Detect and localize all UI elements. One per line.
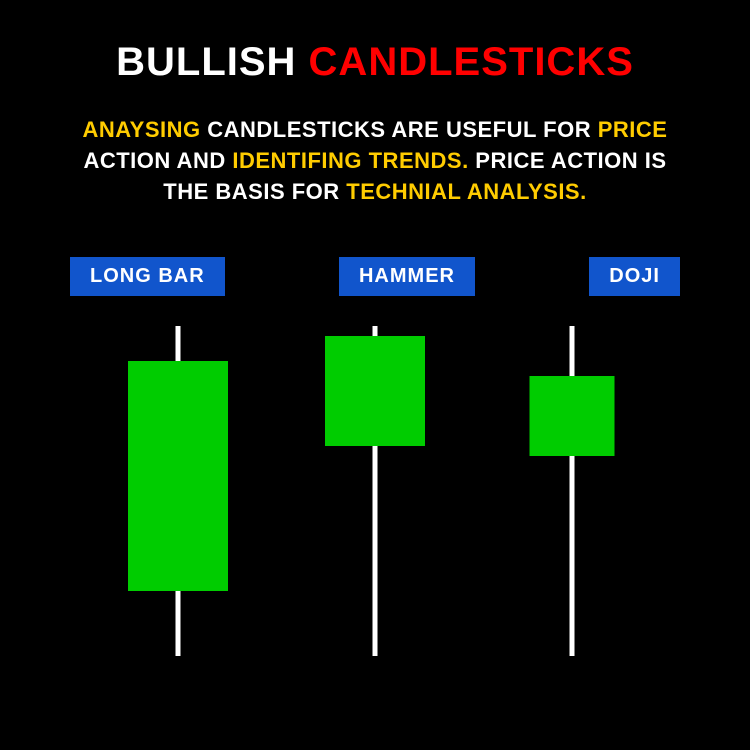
candlestick (300, 316, 450, 696)
candlestick (103, 316, 253, 696)
subtitle-part: ACTION AND (83, 148, 232, 173)
main-title: BULLISH CANDLESTICKS (50, 40, 700, 85)
labels-row: LONG BAR HAMMER DOJI (50, 257, 700, 296)
candle-label: DOJI (589, 257, 680, 296)
subtitle-part: PRICE (598, 117, 668, 142)
candle-label: HAMMER (339, 257, 475, 296)
subtitle-part: IDENTIFING TRENDS. (232, 148, 468, 173)
title-part: BULLISH (116, 40, 308, 84)
subtitle-part: ANAYSING (83, 117, 201, 142)
candlestick (497, 316, 647, 696)
subtitle-text: ANAYSING CANDLESTICKS ARE USEFUL FOR PRI… (50, 115, 700, 207)
candle-body (529, 376, 614, 456)
infographic-container: BULLISH CANDLESTICKS ANAYSING CANDLESTIC… (0, 0, 750, 750)
title-part: CANDLESTICKS (309, 40, 634, 84)
candles-row (50, 316, 700, 710)
candle-body (325, 336, 425, 446)
candle-label: LONG BAR (70, 257, 225, 296)
candle-body (128, 361, 228, 591)
subtitle-part: CANDLESTICKS ARE USEFUL FOR (201, 117, 598, 142)
subtitle-part: TECHNIAL ANALYSIS. (346, 179, 586, 204)
